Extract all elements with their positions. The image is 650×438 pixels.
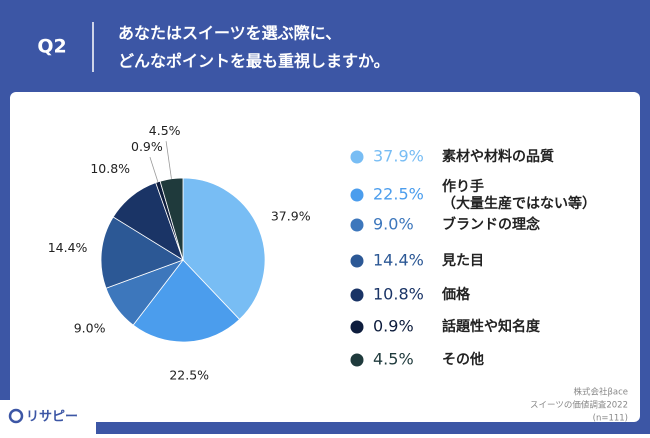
logo-tab <box>0 400 96 434</box>
legend-value: 22.5% <box>373 185 424 204</box>
pie-slice <box>100 216 184 289</box>
legend-label: ブランドの理念 <box>442 216 541 233</box>
legend-label: 話題性や知名度 <box>442 318 541 335</box>
legend-value: 9.0% <box>373 215 414 234</box>
source: スイーツの価値調査2022 <box>530 400 628 411</box>
logo-icon <box>8 408 24 424</box>
slice-label: 14.4% <box>48 240 88 255</box>
legend-label: 見た目 <box>441 253 484 269</box>
pie-slice <box>159 177 184 261</box>
legend-marker <box>350 218 364 232</box>
legend-value: 0.9% <box>373 317 414 336</box>
legend-label: 作り手（大量生産ではない等） <box>442 178 596 212</box>
legend-value: 14.4% <box>373 251 424 270</box>
pie-chart: 37.9% 37.9% 素材や材料の品質 22.5% 22.5% 作り手（大量生産ではない… <box>48 123 596 383</box>
legend-value: 4.5% <box>373 350 414 369</box>
leader-line <box>149 157 159 183</box>
legend-marker <box>350 320 364 334</box>
legend-marker <box>350 254 364 268</box>
legend-value: 10.8% <box>373 285 424 304</box>
legend-label: その他 <box>442 351 484 368</box>
slice-label: 9.0% <box>74 320 106 335</box>
slice-label: 37.9% <box>271 208 311 223</box>
legend-label: 素材や材料の品質 <box>442 148 554 165</box>
legend-marker <box>350 353 364 367</box>
slice-label: 0.9% <box>131 139 163 154</box>
logo: リサピー <box>26 410 78 425</box>
source: 株式会社βace <box>573 387 628 398</box>
legend-marker <box>350 188 364 202</box>
question-line: あなたはスイーツを選ぶ際に、 <box>118 24 341 43</box>
slice-label: 22.5% <box>169 367 209 382</box>
slice-label: 10.8% <box>90 161 130 176</box>
question-line: どんなポイントを最も重視しますか。 <box>118 52 390 71</box>
question-label: Q2 <box>37 36 66 58</box>
legend-marker <box>350 150 364 164</box>
source: (n=111) <box>593 414 628 424</box>
leader-line <box>165 141 172 179</box>
legend-label: 価格 <box>441 286 471 303</box>
pie-slice <box>132 259 241 343</box>
pie-slice <box>182 177 266 320</box>
legend-value: 37.9% <box>373 147 424 166</box>
legend-marker <box>350 288 364 302</box>
slice-label: 4.5% <box>149 123 181 138</box>
